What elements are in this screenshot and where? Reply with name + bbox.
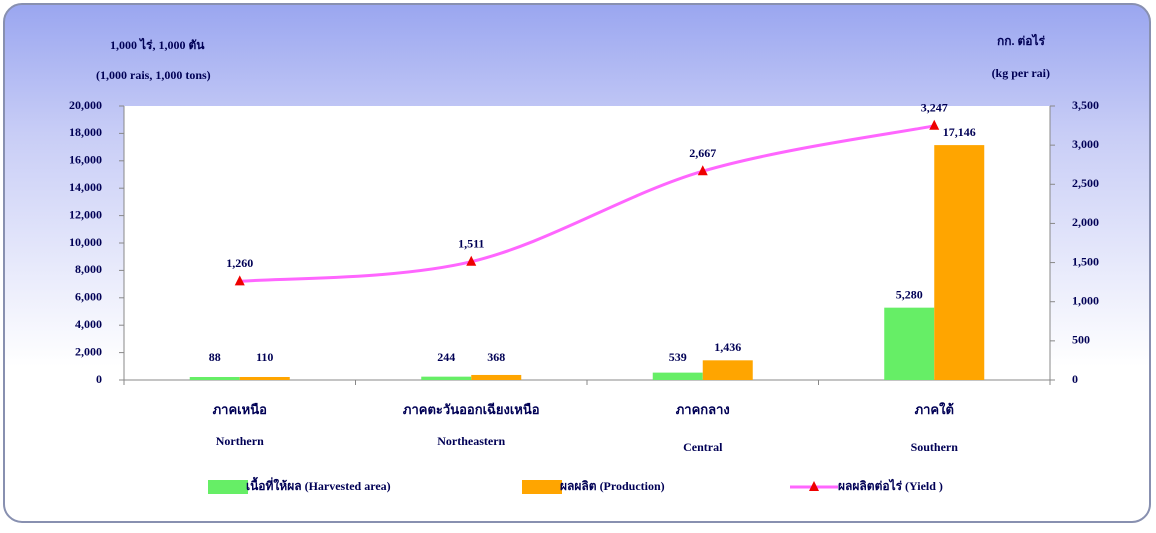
bar bbox=[189, 377, 240, 380]
data-label: 17,146 bbox=[943, 125, 976, 139]
x-tick-label: ภาคตะวันออกเฉียงเหนือ bbox=[403, 402, 540, 417]
x-tick-label: Northern bbox=[216, 434, 264, 448]
y2-axis-label: (kg per rai) bbox=[992, 66, 1050, 80]
x-tick-label: ภาคเหนือ bbox=[213, 402, 267, 417]
data-label: 1,436 bbox=[714, 340, 741, 354]
bar bbox=[934, 145, 985, 380]
x-tick-label: Central bbox=[683, 440, 723, 454]
data-label: 88 bbox=[209, 350, 221, 364]
legend-label: ผลผลิตต่อไร่ (Yield ) bbox=[838, 478, 943, 493]
legend-marker bbox=[809, 481, 819, 491]
y-tick-label: 10,000 bbox=[69, 235, 102, 249]
data-label: 1,511 bbox=[458, 236, 484, 250]
y2-axis-label: กก. ต่อไร่ bbox=[997, 33, 1046, 48]
data-label: 5,280 bbox=[896, 287, 923, 301]
bar bbox=[884, 307, 935, 380]
bar bbox=[652, 372, 703, 380]
x-tick-label: Northeastern bbox=[437, 434, 505, 448]
data-label: 368 bbox=[487, 350, 505, 364]
bar bbox=[702, 360, 753, 380]
data-label: 110 bbox=[256, 350, 273, 364]
y-tick-label: 18,000 bbox=[69, 125, 102, 139]
y-tick-label: 20,000 bbox=[69, 98, 102, 112]
y-tick-label: 4,000 bbox=[75, 317, 102, 331]
y2-tick-label: 500 bbox=[1072, 333, 1090, 347]
x-tick-label: ภาคใต้ bbox=[915, 401, 954, 417]
marker bbox=[234, 275, 245, 286]
y-tick-label: 8,000 bbox=[75, 262, 102, 276]
bar bbox=[471, 374, 522, 380]
bar bbox=[421, 376, 472, 380]
legend-label: เนื้อที่ให้ผล (Harvested area) bbox=[246, 476, 391, 493]
y-axis-label: (1,000 rais, 1,000 tons) bbox=[96, 68, 211, 82]
data-label: 244 bbox=[437, 350, 455, 364]
y-tick-label: 0 bbox=[96, 372, 102, 386]
data-label: 2,667 bbox=[689, 146, 716, 160]
data-label: 3,247 bbox=[921, 101, 948, 115]
y2-tick-label: 1,000 bbox=[1072, 293, 1099, 307]
data-label: 539 bbox=[669, 350, 687, 364]
bar bbox=[239, 377, 290, 380]
y-tick-label: 14,000 bbox=[69, 180, 102, 194]
line bbox=[239, 124, 935, 283]
legend-swatch bbox=[522, 480, 562, 494]
y2-tick-label: 1,500 bbox=[1072, 254, 1099, 268]
y-tick-label: 16,000 bbox=[69, 153, 102, 167]
x-tick-label: ภาคกลาง bbox=[676, 402, 730, 417]
marker bbox=[466, 255, 477, 266]
y-axis-label: 1,000 ไร่, 1,000 ตัน bbox=[110, 37, 205, 52]
y2-tick-label: 2,500 bbox=[1072, 176, 1099, 190]
marker bbox=[697, 165, 708, 176]
y-tick-label: 2,000 bbox=[75, 344, 102, 358]
marker bbox=[929, 119, 940, 130]
data-label: 1,260 bbox=[226, 256, 253, 270]
y-tick-label: 12,000 bbox=[69, 207, 102, 221]
y2-tick-label: 3,500 bbox=[1072, 98, 1099, 112]
legend-label: ผลผลิต (Production) bbox=[560, 479, 665, 493]
legend-swatch bbox=[208, 480, 248, 494]
y-tick-label: 6,000 bbox=[75, 290, 102, 304]
y2-tick-label: 2,000 bbox=[1072, 215, 1099, 229]
y2-tick-label: 3,000 bbox=[1072, 137, 1099, 151]
y2-tick-label: 0 bbox=[1072, 372, 1078, 386]
x-tick-label: Southern bbox=[911, 440, 959, 454]
